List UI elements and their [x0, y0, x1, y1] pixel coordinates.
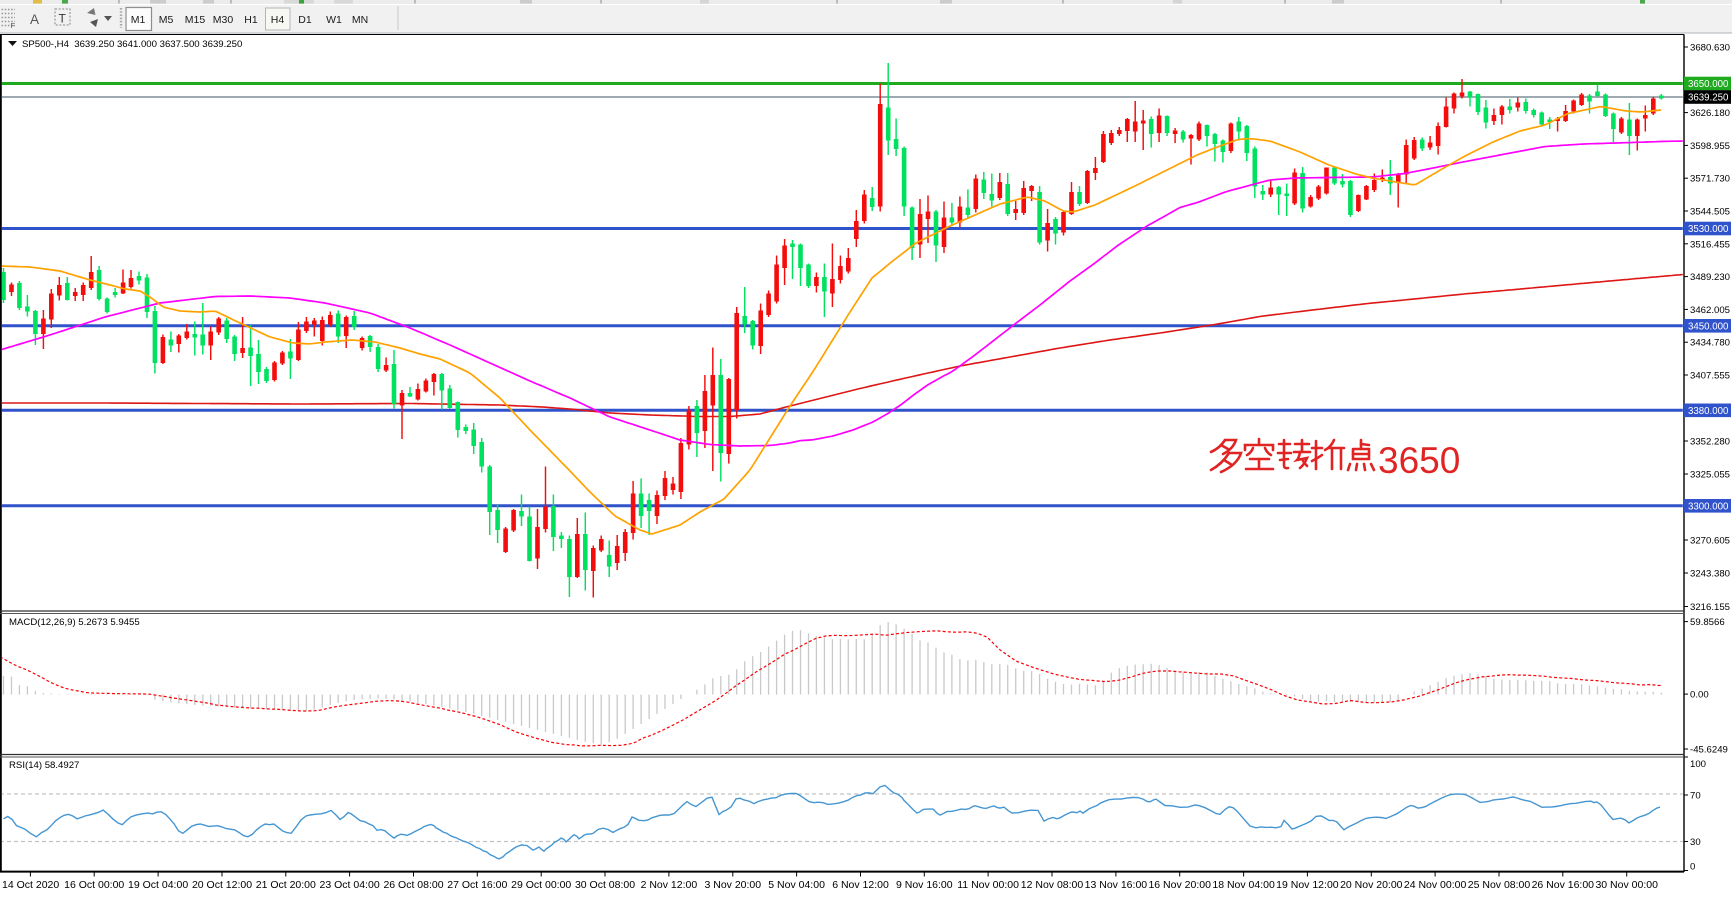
svg-text:-45.6249: -45.6249	[1690, 745, 1728, 756]
svg-text:3516.455: 3516.455	[1690, 239, 1730, 250]
svg-text:13 Nov 16:00: 13 Nov 16:00	[1085, 879, 1148, 891]
svg-text:3300.000: 3300.000	[1688, 501, 1729, 512]
svg-text:30: 30	[1690, 837, 1701, 848]
svg-text:3243.380: 3243.380	[1690, 569, 1730, 580]
svg-text:A: A	[30, 12, 39, 27]
svg-text:11 Nov 00:00: 11 Nov 00:00	[957, 879, 1019, 891]
svg-text:W1: W1	[326, 14, 342, 26]
svg-text:70: 70	[1690, 791, 1701, 802]
svg-text:26 Oct 08:00: 26 Oct 08:00	[383, 879, 443, 891]
svg-text:3462.005: 3462.005	[1690, 305, 1730, 316]
svg-text:14 Oct 2020: 14 Oct 2020	[2, 879, 59, 891]
svg-text:3 Nov 20:00: 3 Nov 20:00	[704, 879, 761, 891]
svg-text:19 Oct 04:00: 19 Oct 04:00	[128, 879, 188, 891]
svg-text:3352.280: 3352.280	[1690, 437, 1730, 448]
svg-text:M30: M30	[213, 14, 234, 26]
svg-text:30 Oct 08:00: 30 Oct 08:00	[575, 879, 635, 891]
svg-text:0.00: 0.00	[1690, 690, 1709, 701]
svg-text:26 Nov 16:00: 26 Nov 16:00	[1532, 879, 1595, 891]
svg-text:3544.505: 3544.505	[1690, 207, 1730, 218]
svg-text:3530.000: 3530.000	[1688, 224, 1729, 235]
svg-text:T: T	[59, 12, 67, 26]
svg-text:3650: 3650	[1378, 440, 1460, 481]
svg-text:MACD(12,26,9) 5.2673 5.9455: MACD(12,26,9) 5.2673 5.9455	[9, 617, 140, 628]
svg-text:3450.000: 3450.000	[1688, 321, 1729, 332]
svg-text:3626.180: 3626.180	[1690, 108, 1730, 119]
svg-text:MN: MN	[352, 14, 368, 26]
svg-text:6 Nov 12:00: 6 Nov 12:00	[832, 879, 889, 891]
svg-text:3270.605: 3270.605	[1690, 536, 1730, 547]
svg-text:3325.055: 3325.055	[1690, 470, 1730, 481]
svg-text:100: 100	[1690, 759, 1706, 770]
svg-text:D1: D1	[298, 14, 312, 26]
svg-text:16 Oct 00:00: 16 Oct 00:00	[64, 879, 124, 891]
svg-text:H4: H4	[271, 14, 285, 26]
svg-text:3407.555: 3407.555	[1690, 371, 1730, 382]
svg-text:5 Nov 04:00: 5 Nov 04:00	[768, 879, 825, 891]
svg-text:20 Nov 20:00: 20 Nov 20:00	[1340, 879, 1403, 891]
svg-text:59.8566: 59.8566	[1690, 617, 1725, 628]
svg-text:9 Nov 16:00: 9 Nov 16:00	[896, 879, 953, 891]
svg-text:3650.000: 3650.000	[1688, 79, 1729, 90]
svg-text:16 Nov 20:00: 16 Nov 20:00	[1148, 879, 1211, 891]
svg-text:30 Nov 00:00: 30 Nov 00:00	[1595, 879, 1658, 891]
svg-text:3680.630: 3680.630	[1690, 43, 1730, 54]
svg-text:2 Nov 12:00: 2 Nov 12:00	[641, 879, 698, 891]
svg-text:3489.230: 3489.230	[1690, 272, 1730, 283]
svg-text:3434.780: 3434.780	[1690, 338, 1730, 349]
svg-text:3571.730: 3571.730	[1690, 174, 1730, 185]
svg-text:21 Oct 20:00: 21 Oct 20:00	[256, 879, 316, 891]
svg-text:RSI(14) 58.4927: RSI(14) 58.4927	[9, 760, 79, 771]
svg-text:M15: M15	[185, 14, 206, 26]
svg-text:23 Oct 04:00: 23 Oct 04:00	[320, 879, 380, 891]
svg-text:SP500-,H4 3639.250 3641.000 3: SP500-,H4 3639.250 3641.000 3637.500 363…	[22, 39, 242, 50]
svg-text:M5: M5	[159, 14, 174, 26]
svg-text:19 Nov 12:00: 19 Nov 12:00	[1276, 879, 1339, 891]
svg-text:20 Oct 12:00: 20 Oct 12:00	[192, 879, 252, 891]
svg-text:18 Nov 04:00: 18 Nov 04:00	[1212, 879, 1275, 891]
svg-text:3639.250: 3639.250	[1688, 93, 1729, 104]
svg-text:12 Nov 08:00: 12 Nov 08:00	[1021, 879, 1084, 891]
svg-text:M1: M1	[131, 14, 146, 26]
svg-text:25 Nov 08:00: 25 Nov 08:00	[1468, 879, 1531, 891]
svg-text:29 Oct 00:00: 29 Oct 00:00	[511, 879, 571, 891]
svg-text:3216.155: 3216.155	[1690, 602, 1730, 613]
svg-text:F: F	[11, 21, 16, 30]
svg-text:3380.000: 3380.000	[1688, 406, 1729, 417]
svg-text:H1: H1	[244, 14, 258, 26]
svg-text:24 Nov 00:00: 24 Nov 00:00	[1404, 879, 1467, 891]
svg-text:27 Oct 16:00: 27 Oct 16:00	[447, 879, 507, 891]
svg-text:0: 0	[1690, 862, 1695, 873]
svg-text:3598.955: 3598.955	[1690, 141, 1730, 152]
